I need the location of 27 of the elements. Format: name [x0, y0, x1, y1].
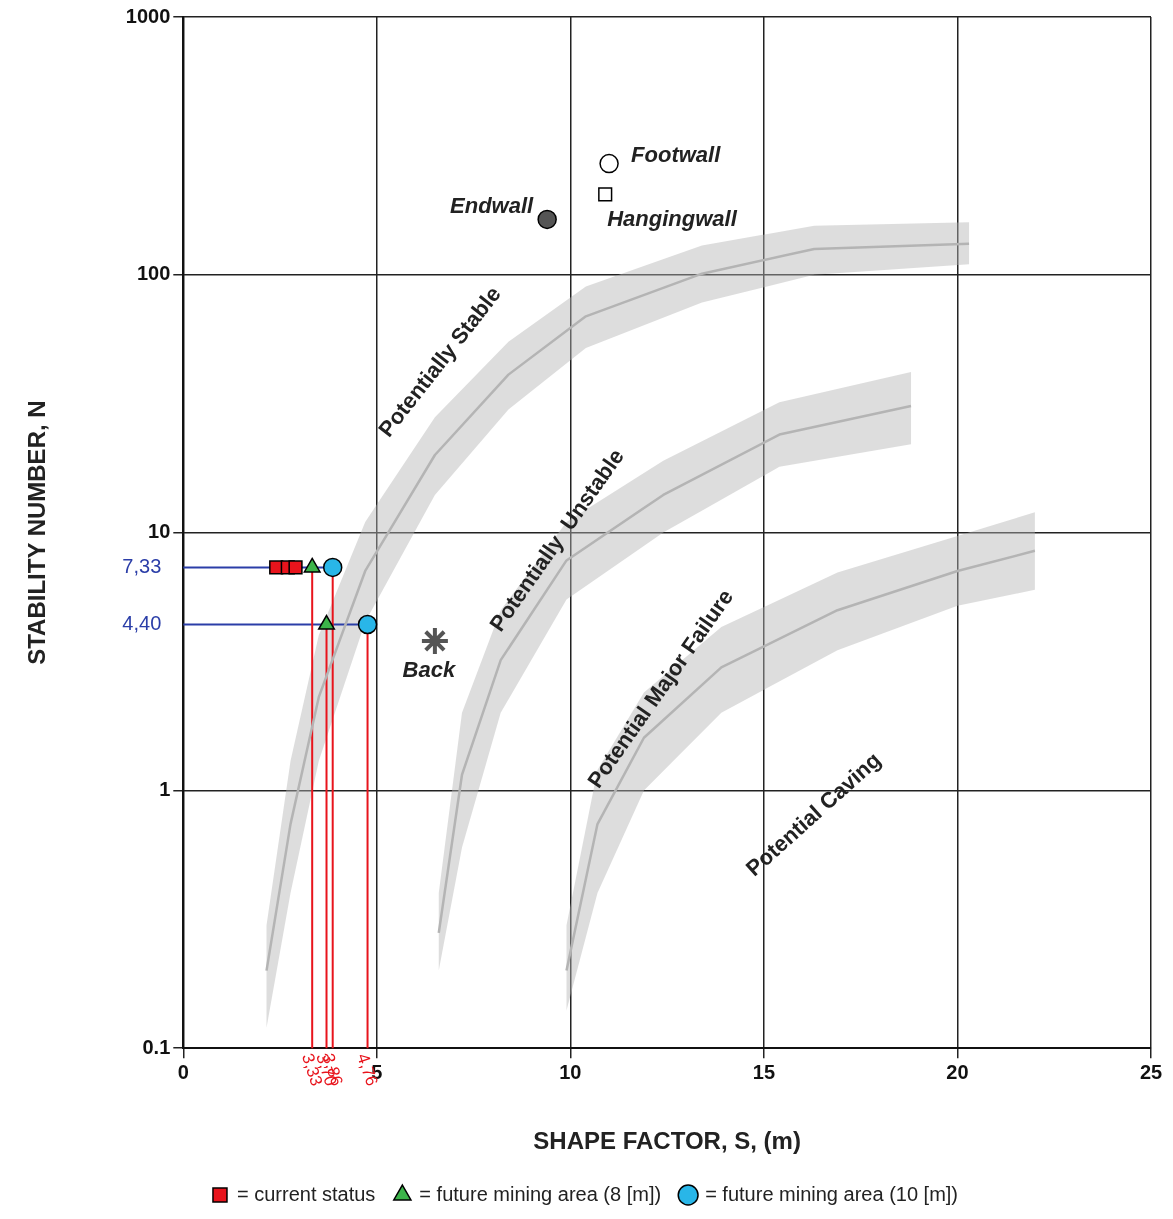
x-axis-title: SHAPE FACTOR, S, (m) [533, 1127, 801, 1155]
point [537, 209, 557, 230]
y-tick-label: 10 [148, 520, 171, 543]
legend-label: = future mining area (8 [m]) [419, 1182, 662, 1205]
annotation: Hangingwall [607, 206, 738, 232]
annotation: Endwall [450, 193, 535, 219]
x-tick-label: 0 [177, 1060, 189, 1083]
y-tick-label: 0.1 [142, 1035, 171, 1058]
point [599, 153, 619, 174]
ref-line-label: 7,33 [122, 554, 162, 577]
y-tick-label: 1 [159, 777, 171, 800]
x-tick-label: 25 [1139, 1060, 1163, 1083]
point [357, 614, 378, 635]
legend-label: = current status [236, 1182, 376, 1205]
y-axis-title: STABILITY NUMBER, N [23, 400, 51, 665]
annotation: Back [402, 656, 457, 682]
point [598, 187, 613, 202]
y-tick-label: 100 [136, 262, 171, 285]
x-tick-label: 10 [559, 1060, 582, 1083]
point [322, 557, 343, 578]
y-tick-label: 1000 [125, 4, 171, 27]
legend-label: = future mining area (10 [m]) [705, 1182, 959, 1205]
ref-line-label: 4,40 [122, 612, 162, 635]
point [288, 560, 303, 575]
x-tick-label: 15 [752, 1060, 776, 1083]
annotation: Footwall [631, 141, 722, 167]
x-tick-label: 20 [946, 1060, 969, 1083]
